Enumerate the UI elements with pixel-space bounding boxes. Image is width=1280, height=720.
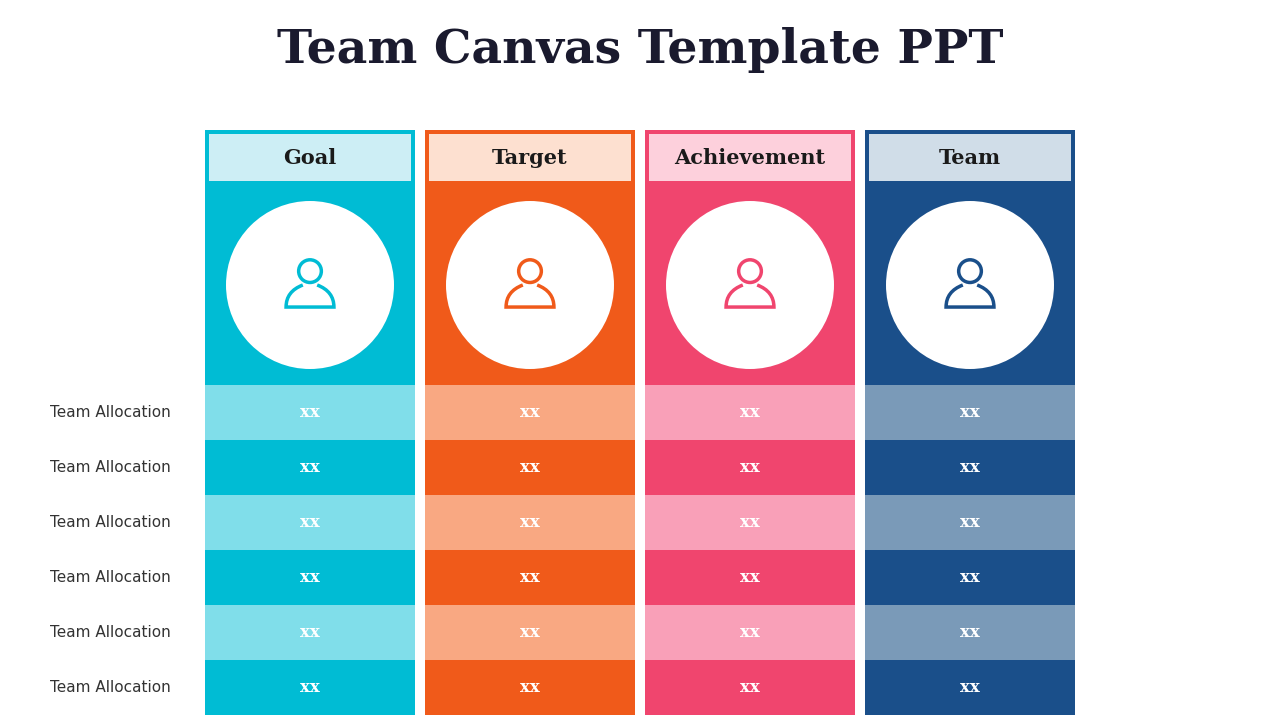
- Text: Target: Target: [493, 148, 568, 168]
- Text: Team Allocation: Team Allocation: [50, 405, 170, 420]
- FancyBboxPatch shape: [205, 185, 415, 385]
- Text: xx: xx: [300, 459, 320, 476]
- Text: Team Allocation: Team Allocation: [50, 515, 170, 530]
- Text: xx: xx: [520, 514, 540, 531]
- Text: xx: xx: [520, 624, 540, 641]
- FancyBboxPatch shape: [209, 134, 411, 181]
- Text: xx: xx: [960, 624, 980, 641]
- Text: xx: xx: [300, 624, 320, 641]
- FancyBboxPatch shape: [429, 134, 631, 181]
- FancyBboxPatch shape: [865, 550, 1075, 605]
- Text: xx: xx: [740, 679, 760, 696]
- FancyBboxPatch shape: [205, 550, 415, 605]
- Text: Team Allocation: Team Allocation: [50, 625, 170, 640]
- FancyBboxPatch shape: [865, 495, 1075, 550]
- FancyBboxPatch shape: [425, 385, 635, 440]
- FancyBboxPatch shape: [865, 130, 1075, 185]
- Text: xx: xx: [960, 679, 980, 696]
- Text: Team Allocation: Team Allocation: [50, 460, 170, 475]
- Text: Team Allocation: Team Allocation: [50, 680, 170, 695]
- Text: Team Allocation: Team Allocation: [50, 570, 170, 585]
- FancyBboxPatch shape: [205, 440, 415, 495]
- FancyBboxPatch shape: [645, 185, 855, 385]
- FancyBboxPatch shape: [865, 605, 1075, 660]
- FancyBboxPatch shape: [865, 385, 1075, 440]
- Circle shape: [886, 201, 1053, 369]
- Text: xx: xx: [740, 514, 760, 531]
- FancyBboxPatch shape: [425, 440, 635, 495]
- Text: xx: xx: [300, 679, 320, 696]
- Circle shape: [227, 201, 394, 369]
- FancyBboxPatch shape: [645, 660, 855, 715]
- FancyBboxPatch shape: [649, 134, 851, 181]
- Text: xx: xx: [740, 569, 760, 586]
- FancyBboxPatch shape: [645, 495, 855, 550]
- Text: Achievement: Achievement: [675, 148, 826, 168]
- FancyBboxPatch shape: [865, 440, 1075, 495]
- Circle shape: [445, 201, 614, 369]
- Text: xx: xx: [520, 679, 540, 696]
- Text: xx: xx: [740, 404, 760, 421]
- FancyBboxPatch shape: [425, 495, 635, 550]
- Text: xx: xx: [520, 569, 540, 586]
- Text: xx: xx: [960, 514, 980, 531]
- Text: Goal: Goal: [283, 148, 337, 168]
- Circle shape: [666, 201, 835, 369]
- Text: xx: xx: [960, 459, 980, 476]
- Text: xx: xx: [300, 569, 320, 586]
- FancyBboxPatch shape: [205, 385, 415, 440]
- Text: xx: xx: [300, 514, 320, 531]
- FancyBboxPatch shape: [865, 185, 1075, 385]
- FancyBboxPatch shape: [205, 660, 415, 715]
- FancyBboxPatch shape: [425, 550, 635, 605]
- FancyBboxPatch shape: [645, 550, 855, 605]
- FancyBboxPatch shape: [425, 660, 635, 715]
- FancyBboxPatch shape: [869, 134, 1071, 181]
- FancyBboxPatch shape: [425, 605, 635, 660]
- FancyBboxPatch shape: [645, 605, 855, 660]
- FancyBboxPatch shape: [645, 385, 855, 440]
- FancyBboxPatch shape: [205, 605, 415, 660]
- Text: xx: xx: [740, 459, 760, 476]
- FancyBboxPatch shape: [205, 495, 415, 550]
- FancyBboxPatch shape: [205, 130, 415, 185]
- Text: xx: xx: [520, 404, 540, 421]
- Text: xx: xx: [300, 404, 320, 421]
- FancyBboxPatch shape: [645, 130, 855, 185]
- FancyBboxPatch shape: [865, 660, 1075, 715]
- Text: Team Canvas Template PPT: Team Canvas Template PPT: [276, 27, 1004, 73]
- Text: xx: xx: [960, 569, 980, 586]
- FancyBboxPatch shape: [645, 440, 855, 495]
- Text: xx: xx: [740, 624, 760, 641]
- FancyBboxPatch shape: [425, 185, 635, 385]
- Text: xx: xx: [960, 404, 980, 421]
- Text: Team: Team: [940, 148, 1001, 168]
- Text: xx: xx: [520, 459, 540, 476]
- FancyBboxPatch shape: [425, 130, 635, 185]
